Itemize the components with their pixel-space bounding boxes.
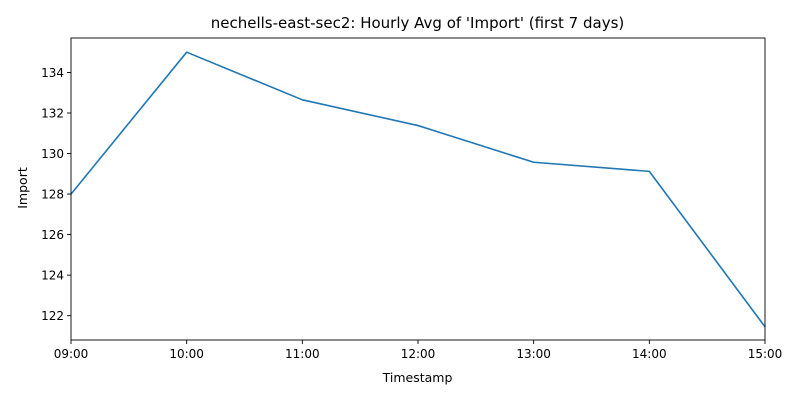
x-tick-label: 10:00 [169, 347, 204, 361]
y-axis-label: Import [15, 167, 30, 209]
x-tick-label: 13:00 [516, 347, 551, 361]
series-line-import [70, 51, 766, 328]
y-tick-label: 130 [41, 147, 64, 161]
y-tick-label: 134 [41, 66, 64, 80]
y-tick-label: 122 [41, 309, 64, 323]
y-tick-label: 132 [41, 106, 64, 120]
x-tick-label: 11:00 [285, 347, 320, 361]
chart-title: nechells-east-sec2: Hourly Avg of 'Impor… [211, 14, 624, 32]
y-tick-label: 126 [41, 228, 64, 242]
y-tick-label: 124 [41, 268, 64, 282]
x-tick-label: 12:00 [401, 347, 436, 361]
axes-frame [70, 37, 766, 341]
x-tick-label: 15:00 [748, 347, 783, 361]
y-tick-label: 128 [41, 187, 64, 201]
x-axis-label: Timestamp [382, 370, 453, 385]
x-tick-label: 09:00 [54, 347, 89, 361]
y-axis-ticks: 122 124 126 128 130 132 134 [41, 66, 71, 323]
x-axis-ticks: 09:00 10:00 11:00 12:00 13:00 14:00 15:00 [54, 340, 783, 361]
x-tick-label: 14:00 [632, 347, 667, 361]
